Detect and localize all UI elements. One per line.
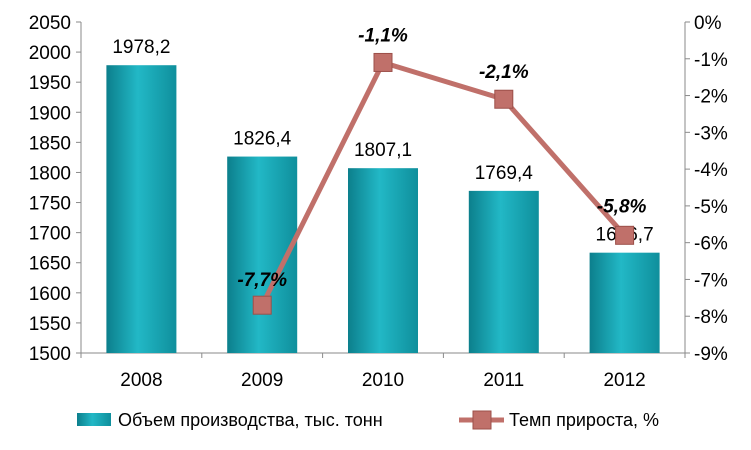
line-marker	[252, 295, 272, 315]
left-tick-label: 2050	[29, 13, 71, 34]
right-tick-label: -1%	[694, 50, 728, 71]
line-labels: -7,7% -1,1% -2,1% -5,8%	[237, 25, 646, 291]
left-tick-label: 1500	[29, 344, 71, 365]
left-tick-label: 1850	[29, 133, 71, 154]
x-tick-label: 2010	[362, 370, 404, 391]
bar	[468, 190, 539, 353]
line-value-label: -7,7%	[237, 270, 287, 291]
legend-bar-label: Объем производства, тыс. тонн	[118, 410, 383, 430]
left-tick-label: 1900	[29, 103, 71, 124]
left-tick-label: 1600	[29, 284, 71, 305]
bar	[348, 168, 418, 353]
line-marker	[494, 89, 514, 109]
line-value-label: -5,8%	[597, 196, 647, 217]
line-series	[252, 52, 635, 315]
right-axis-ticks: -9% -8% -7% -6% -5% -4% -3% -2% -1% 0%	[685, 13, 728, 365]
left-tick-label: 1650	[29, 254, 71, 275]
bar	[589, 252, 660, 353]
bars	[106, 65, 660, 354]
line-value-label: -2,1%	[479, 62, 529, 83]
right-tick-label: -3%	[694, 123, 728, 144]
bar	[106, 65, 177, 354]
line-marker	[373, 52, 393, 72]
right-tick-label: -5%	[694, 197, 728, 218]
right-tick-label: 0%	[694, 13, 722, 34]
bar-value-label: 1807,1	[354, 140, 412, 161]
right-tick-label: -2%	[694, 87, 728, 108]
left-tick-label: 1700	[29, 224, 71, 245]
left-tick-label: 1550	[29, 314, 71, 335]
bar-value-label: 1826,4	[233, 129, 292, 150]
right-tick-label: -4%	[694, 160, 728, 181]
x-tick-label: 2009	[241, 370, 283, 391]
right-tick-label: -6%	[694, 234, 728, 255]
line-value-label: -1,1%	[358, 25, 408, 46]
legend-bar-swatch	[77, 413, 111, 426]
left-tick-label: 1950	[29, 73, 71, 94]
right-tick-label: -7%	[694, 270, 728, 291]
bar-value-label: 1769,4	[475, 163, 534, 184]
bar-value-label: 1978,2	[112, 37, 170, 58]
left-tick-label: 1750	[29, 194, 71, 215]
left-tick-label: 1800	[29, 163, 71, 184]
left-axis-ticks: 1500 1550 1600 1650 1700 1750 1800 1850 1900 1950…	[29, 13, 81, 365]
right-tick-label: -8%	[694, 307, 728, 328]
x-tick-label: 2012	[603, 370, 645, 391]
x-tick-label: 2011	[483, 370, 524, 391]
legend: Объем производства, тыс. тонн Темп прирос…	[77, 410, 659, 430]
legend-line-marker	[472, 410, 492, 430]
x-axis-ticks: 2008 2009 2010 2011 2012	[80, 353, 686, 391]
legend-line-label: Темп прироста, %	[509, 410, 659, 430]
line-marker	[615, 225, 635, 245]
growth-line	[259, 59, 627, 307]
x-tick-label: 2008	[120, 370, 162, 391]
right-tick-label: -9%	[694, 344, 728, 365]
left-tick-label: 2000	[29, 43, 71, 64]
